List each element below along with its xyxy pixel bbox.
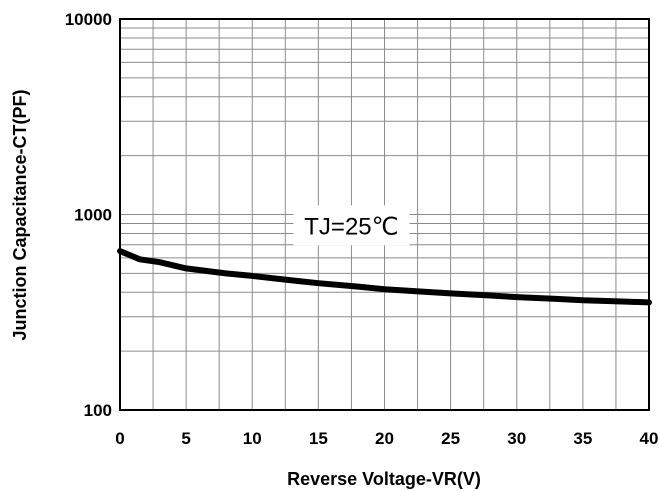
y-tick-label: 10000 bbox=[65, 10, 112, 29]
plot-frame bbox=[119, 18, 650, 411]
x-tick-label: 20 bbox=[375, 429, 394, 448]
capacitance-curve bbox=[117, 248, 652, 306]
x-tick-label: 15 bbox=[309, 429, 328, 448]
x-axis-title: Reverse Voltage-VR(V) bbox=[287, 469, 481, 489]
series-curves bbox=[117, 248, 652, 306]
x-tick-label: 10 bbox=[243, 429, 262, 448]
annotation-box bbox=[293, 205, 410, 246]
x-tick-label: 35 bbox=[573, 429, 592, 448]
y-tick-labels: 100 1000 10000 bbox=[65, 10, 112, 420]
y-tick-label: 100 bbox=[84, 401, 112, 420]
x-tick-label: 5 bbox=[181, 429, 190, 448]
annotations: TJ=25℃ bbox=[293, 205, 410, 246]
x-tick-label: 40 bbox=[640, 429, 659, 448]
annotation-text: TJ=25℃ bbox=[304, 213, 398, 240]
x-tick-label: 25 bbox=[441, 429, 460, 448]
y-axis-title: Junction Capacitance-CT(PF) bbox=[10, 89, 30, 340]
x-tick-label: 30 bbox=[507, 429, 526, 448]
x-tick-label: 0 bbox=[115, 429, 124, 448]
x-tick-labels: 0 5 10 15 20 25 30 35 40 bbox=[115, 429, 658, 448]
y-tick-label: 1000 bbox=[74, 206, 112, 225]
